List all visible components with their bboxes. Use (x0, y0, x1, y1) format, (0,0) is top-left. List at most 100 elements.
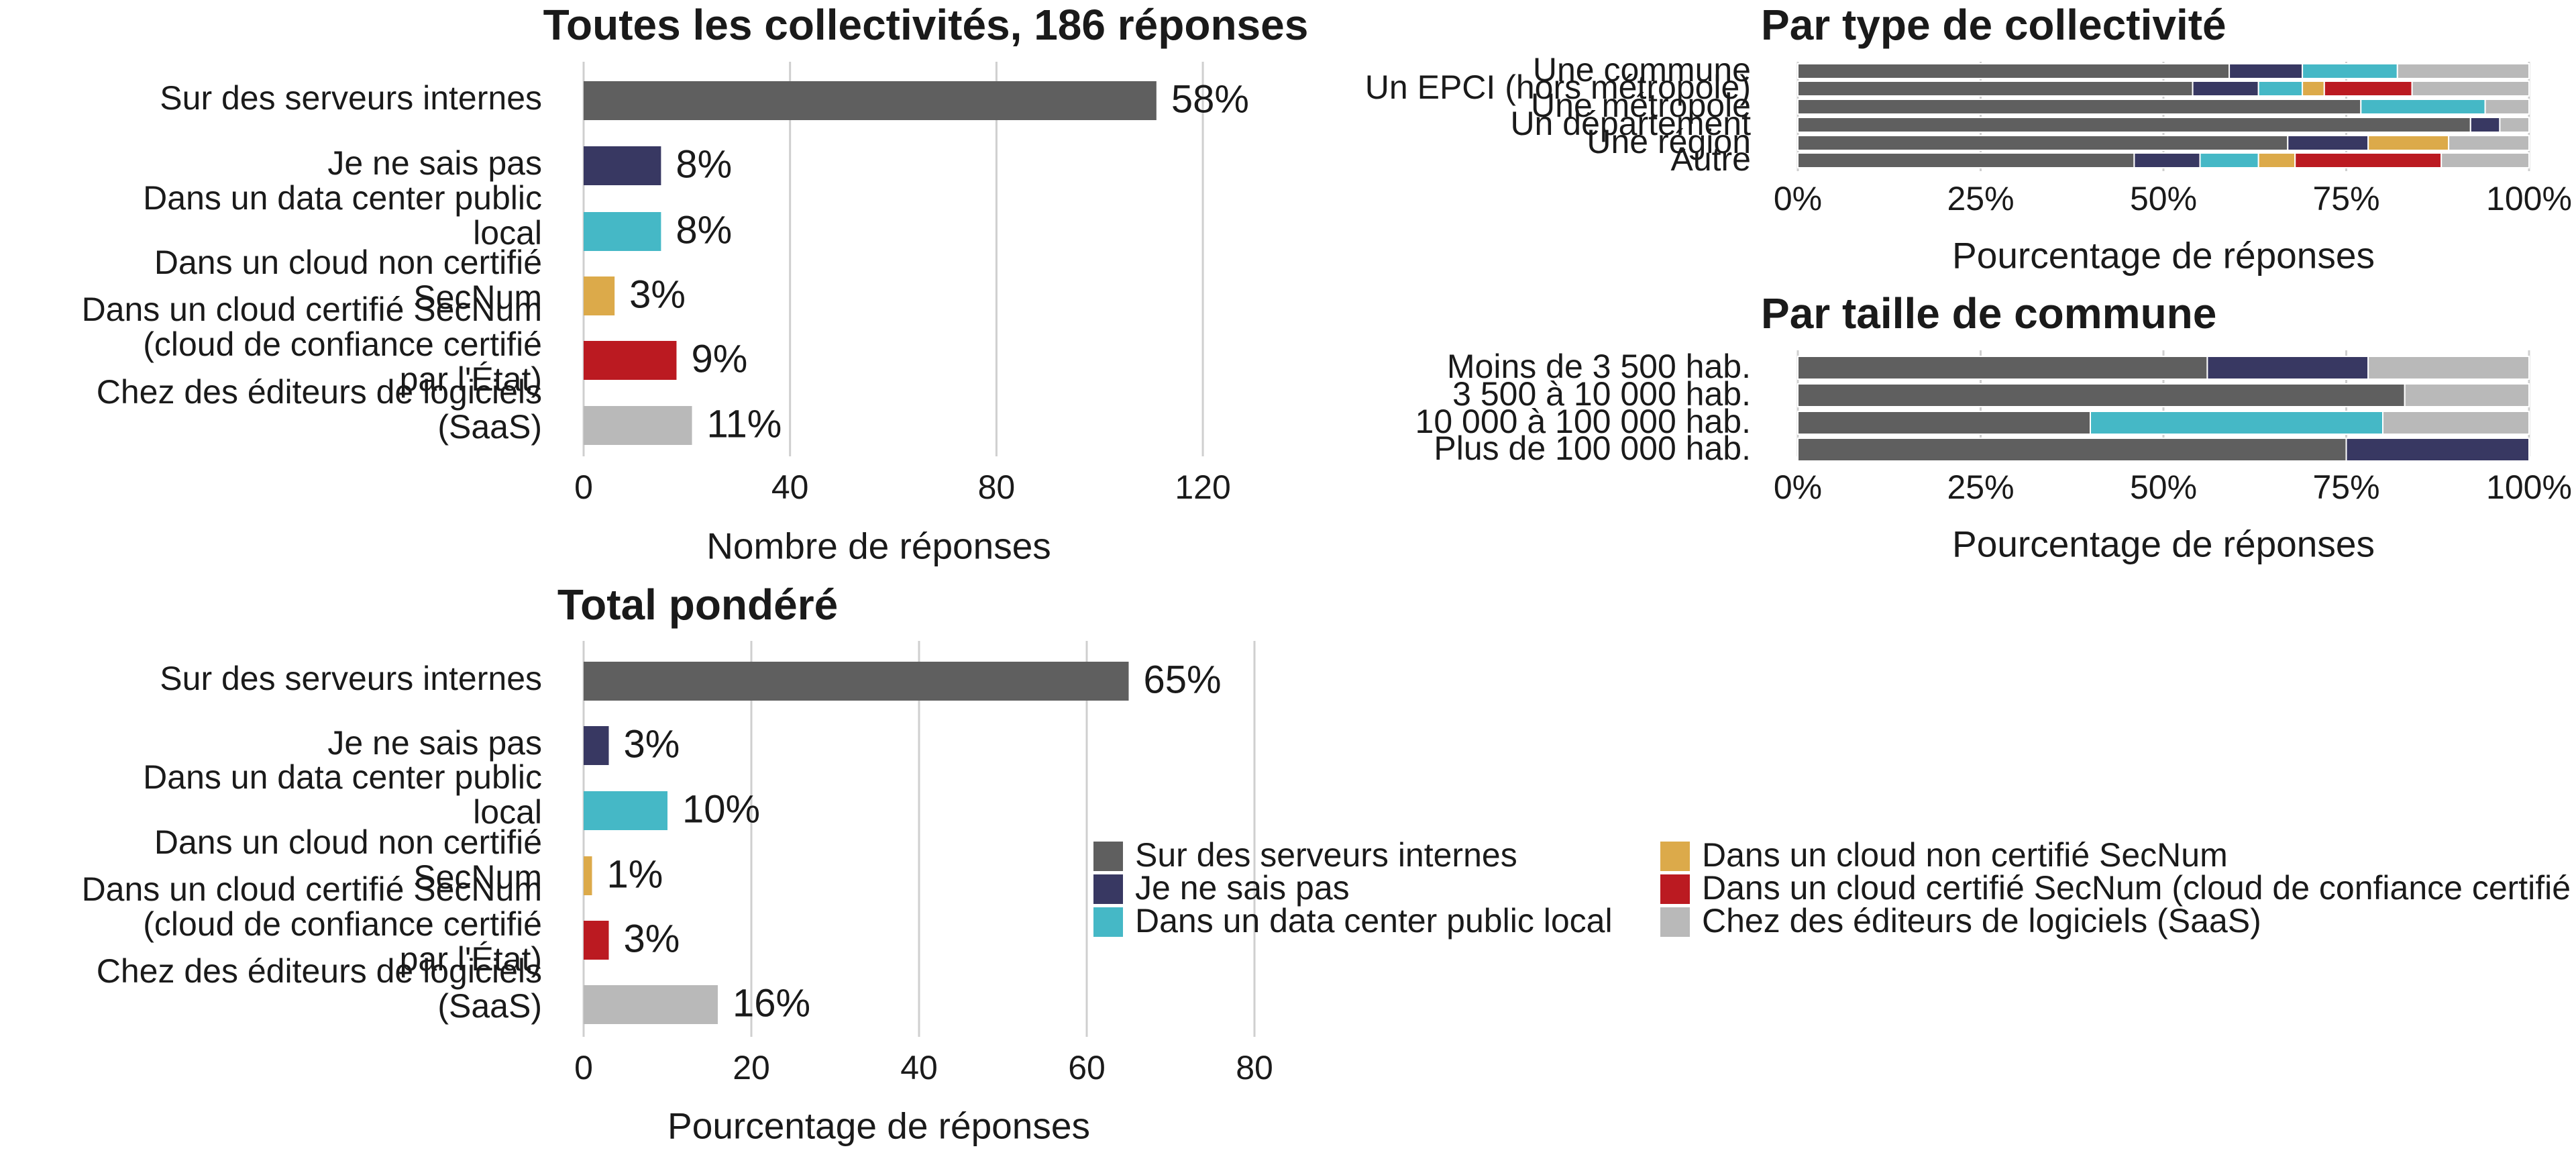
x-tick-label: 0% (1774, 468, 1822, 506)
chart-title: Toutes les collectivités, 186 réponses (543, 1, 1309, 49)
x-tick-label: 40 (771, 468, 809, 506)
x-tick-label: 20 (733, 1049, 770, 1086)
stacked-bar-segment (2206, 356, 2369, 380)
legend-label: Chez des éditeurs de logiciels (SaaS) (1702, 902, 2261, 940)
bar-value-label: 11% (707, 402, 782, 446)
category-label: Une commune (1533, 51, 1751, 89)
stacked-bar-segment (1797, 117, 2471, 133)
category-label: Dans un cloud non certifié (154, 244, 542, 281)
category-label: Sur des serveurs internes (160, 79, 542, 117)
stacked-bar-segment (1797, 356, 2208, 380)
stacked-bar-segment (2302, 63, 2398, 79)
x-tick-label: 0 (574, 468, 593, 506)
category-label: Dans un cloud certifié SecNum (82, 870, 542, 908)
category-label: par l'État) (400, 360, 542, 398)
x-tick-label: 25% (1947, 468, 2014, 506)
bar (584, 81, 1157, 120)
category-label: (SaaS) (437, 987, 542, 1025)
stacked-bar-segment (2229, 63, 2304, 79)
stacked-bar-segment (2440, 152, 2530, 168)
bar (584, 212, 661, 251)
x-tick-label: 120 (1175, 468, 1230, 506)
bar (584, 341, 677, 380)
category-label: Plus de 100 000 hab. (1434, 429, 1751, 467)
stacked-bar-segment (2199, 152, 2259, 168)
legend-label: Dans un cloud non certifié SecNum (1702, 836, 2228, 874)
bar-value-label: 10% (682, 787, 760, 831)
x-tick-label: 25% (1947, 180, 2014, 217)
bar (584, 276, 615, 315)
chart-title: Par type de collectivité (1761, 1, 2226, 49)
category-label: SecNum (413, 279, 542, 316)
legend-swatch (1660, 842, 1690, 871)
stacked-bar-segment (2294, 152, 2443, 168)
x-tick-label: 75% (2312, 180, 2379, 217)
stacked-bar-segment (2257, 152, 2296, 168)
bar (584, 856, 592, 895)
x-tick-label: 80 (1236, 1049, 1273, 1086)
category-label: Dans un cloud certifié SecNum (82, 291, 542, 328)
bar-value-label: 8% (676, 142, 732, 186)
category-label: Dans un data center public (143, 758, 542, 796)
chart-title: Total pondéré (557, 580, 838, 629)
legend-label: Sur des serveurs internes (1135, 836, 1517, 874)
stacked-bar-segment (1797, 63, 2231, 79)
legend-label: Dans un data center public local (1135, 902, 1613, 940)
stacked-bar-segment (2448, 135, 2530, 151)
bar-value-label: 3% (629, 272, 686, 316)
legend-swatch (1660, 874, 1690, 904)
stacked-bar-segment (2411, 81, 2530, 97)
stacked-bar-segment (2396, 63, 2530, 79)
bar-value-label: 65% (1144, 658, 1222, 701)
stacked-bar-segment (2469, 117, 2501, 133)
bar (584, 985, 718, 1024)
bar (584, 791, 667, 830)
bar-value-label: 3% (624, 722, 680, 766)
stacked-bar-segment (2302, 81, 2325, 97)
category-label: Chez des éditeurs de logiciels (97, 373, 542, 411)
stacked-bar-segment (2090, 411, 2383, 435)
x-tick-label: 75% (2312, 468, 2379, 506)
category-label: Une métropole (1531, 87, 1751, 124)
x-tick-label: 50% (2130, 468, 2197, 506)
category-label: Moins de 3 500 hab. (1447, 348, 1751, 385)
stacked-bar-segment (1797, 81, 2194, 97)
category-label: Chez des éditeurs de logiciels (97, 952, 542, 990)
x-tick-label: 40 (900, 1049, 938, 1086)
stacked-bar-segment (2382, 411, 2530, 435)
stacked-bar-segment (1797, 99, 2362, 115)
category-label: Une région (1587, 123, 1751, 160)
x-axis-label: Pourcentage de réponses (667, 1105, 1090, 1147)
x-tick-label: 50% (2130, 180, 2197, 217)
stacked-bar-segment (2484, 99, 2530, 115)
chart-weighted: 0 20 40 60 80 Total pondéré Pourcentage de rép… (82, 580, 1273, 1147)
category-label: Je ne sais pas (327, 724, 542, 762)
stacked-bar-segment (2367, 135, 2450, 151)
stacked-bar-segment (2360, 99, 2486, 115)
x-axis-label: Nombre de réponses (706, 525, 1051, 567)
bar (584, 662, 1129, 701)
category-label: Sur des serveurs internes (160, 660, 542, 697)
bar (584, 921, 609, 960)
x-tick-label: 0 (574, 1049, 593, 1086)
legend-label: Dans un cloud certifié SecNum (cloud de … (1702, 869, 2576, 907)
x-tick-label: 0% (1774, 180, 1822, 217)
stacked-bar-segment (1797, 411, 2091, 435)
legend-swatch (1093, 874, 1123, 904)
chart-type: 0% 25% 50% 75% 100% Par type de collectivité P… (1365, 1, 2572, 276)
stacked-bar-segment (2367, 356, 2530, 380)
x-tick-label: 80 (978, 468, 1016, 506)
stacked-bar-segment (2257, 81, 2304, 97)
chart-size: 0% 25% 50% 75% 100% Par taille de commune Pour… (1415, 289, 2572, 565)
stacked-bar-segment (2404, 383, 2530, 407)
stacked-bar-segment (1797, 383, 2406, 407)
category-label: local (473, 793, 542, 831)
chart-all: 0 40 80 120 Toutes les collectivités, 186 ré… (82, 1, 1309, 567)
category-label: par l'État) (400, 940, 542, 978)
chart-title: Par taille de commune (1761, 289, 2216, 338)
stacked-bar-segment (2192, 81, 2259, 97)
category-label: 10 000 à 100 000 hab. (1415, 403, 1751, 440)
